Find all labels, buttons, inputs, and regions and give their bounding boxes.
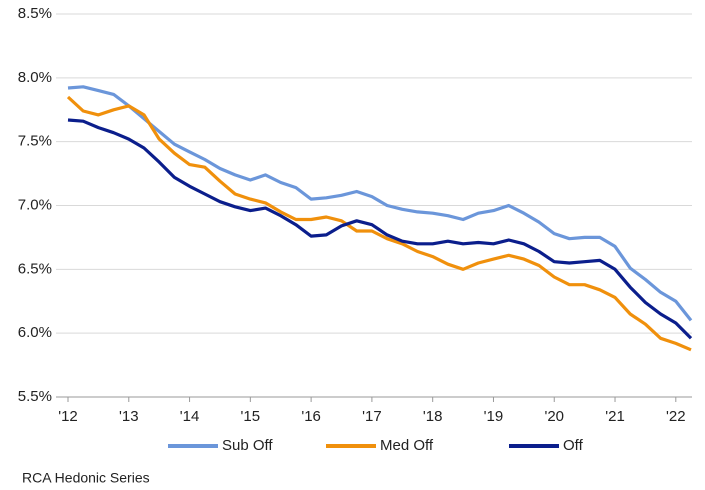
legend-label: Med Off [380,437,434,454]
source-note: RCA Hedonic Series [22,470,150,486]
y-tick-label: 8.5% [18,5,52,22]
x-tick-label: '15 [241,408,261,425]
x-tick-label: '14 [180,408,200,425]
x-tick-label: '21 [605,408,625,425]
x-tick-label: '17 [362,408,382,425]
legend-label: Off [563,437,584,454]
y-tick-label: 7.0% [18,196,52,213]
y-tick-label: 8.0% [18,69,52,86]
x-tick-label: '22 [666,408,686,425]
y-tick-label: 7.5% [18,133,52,150]
x-tick-label: '12 [58,408,78,425]
x-tick-label: '18 [423,408,443,425]
x-tick-label: '13 [119,408,139,425]
x-tick-label: '19 [484,408,504,425]
series-line [67,118,693,340]
y-tick-label: 6.0% [18,324,52,341]
legend-label: Sub Off [222,437,273,454]
series-line [67,85,693,322]
series-line [66,95,692,352]
x-tick-label: '20 [544,408,564,425]
y-tick-label: 5.5% [18,388,52,405]
y-tick-label: 6.5% [18,260,52,277]
x-tick-label: '16 [301,408,321,425]
